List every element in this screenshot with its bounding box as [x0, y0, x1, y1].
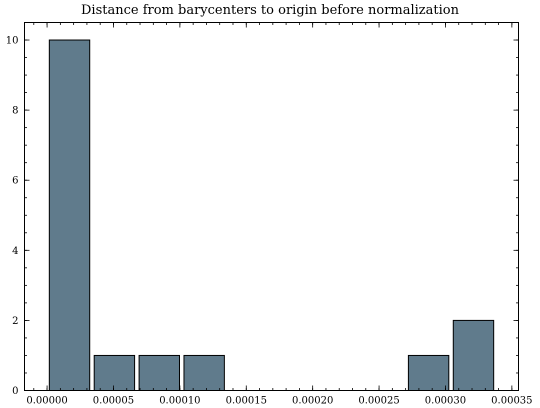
x-tick-label: 0.00025	[358, 396, 399, 407]
chart-title: Distance from barycenters to origin befo…	[81, 3, 460, 18]
histogram-bar	[452, 319, 495, 391]
tick-labels-group: 0.00000 0.00005 0.00010 0.00015 0.00020 0.000…	[6, 36, 533, 407]
y-tick-label: 4	[12, 246, 18, 257]
x-tick-label: 0.00000	[26, 396, 67, 407]
x-tick-label: 0.00010	[159, 396, 200, 407]
x-tick-label: 0.00035	[491, 396, 532, 407]
plot-frame	[24, 22, 519, 391]
ticks-group	[24, 22, 519, 391]
y-tick-label: 10	[6, 36, 19, 47]
histogram-bar	[48, 39, 91, 392]
y-tick-label: 0	[12, 386, 18, 397]
histogram-bar	[138, 354, 180, 392]
histogram-bar	[407, 354, 450, 392]
histogram-bar	[183, 354, 225, 392]
x-tick-label: 0.00030	[425, 396, 466, 407]
bars-group	[48, 39, 495, 392]
x-tick-label: 0.00015	[226, 396, 267, 407]
y-tick-label: 2	[12, 316, 18, 327]
x-tick-label: 0.00020	[292, 396, 333, 407]
y-tick-label: 6	[12, 176, 18, 187]
x-tick-label: 0.00005	[93, 396, 134, 407]
y-tick-label: 8	[12, 106, 18, 117]
histogram-bar	[93, 354, 136, 392]
